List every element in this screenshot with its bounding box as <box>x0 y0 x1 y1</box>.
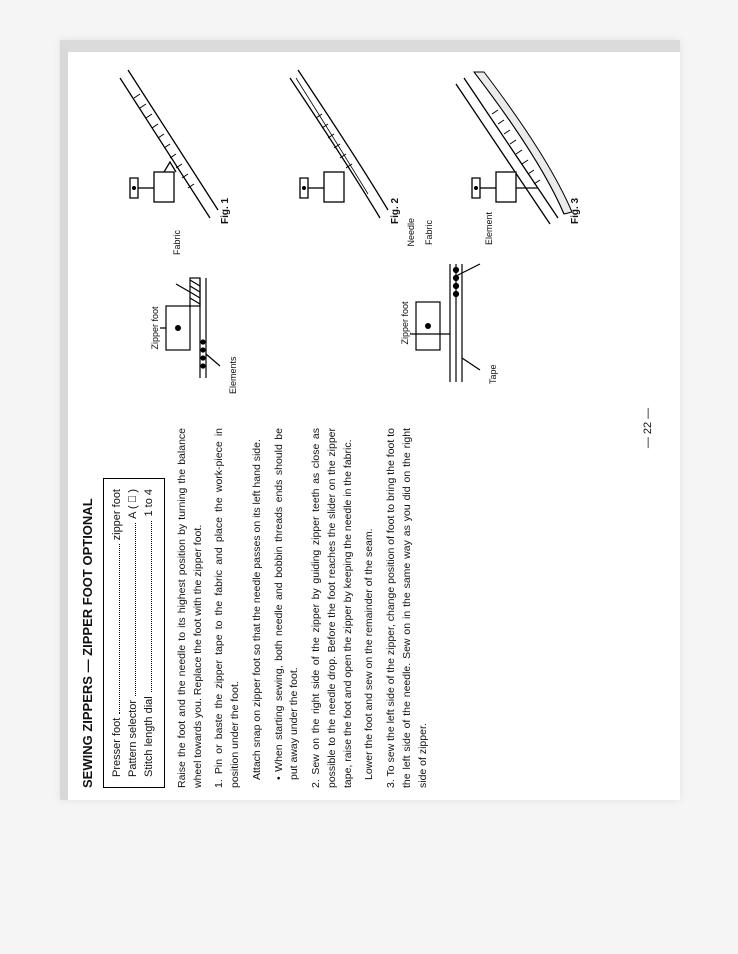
crosssection-2-svg <box>410 258 490 388</box>
figure-1: Fig. 1 <box>90 68 230 228</box>
crosssection-1-svg <box>160 268 230 388</box>
figure-3-label: Fig. 3 <box>570 198 581 224</box>
step-1a: 1. Pin or baste the zipper tape to the f… <box>212 428 244 788</box>
label-fabric: Fabric <box>172 230 182 255</box>
step-3: 3. To sew the left side of the zipper, c… <box>384 428 431 788</box>
label-elements: Elements <box>228 356 238 394</box>
instruction-text: Raise the foot and the needle to its hig… <box>175 428 432 788</box>
diagrams-column: Zipper foot <box>90 68 650 388</box>
dot-leader <box>110 544 120 713</box>
label-zipper-foot: Zipper foot <box>400 258 410 388</box>
settings-value: 1 to 4 <box>142 489 158 517</box>
label-zipper-foot: Zipper foot <box>150 268 160 388</box>
step-1b: Attach snap on zipper foot so that the n… <box>250 428 266 788</box>
dot-leader <box>142 521 152 693</box>
figure-1-svg <box>90 68 230 228</box>
label-needle: Needle <box>406 218 416 247</box>
step-2b: Lower the foot and sew on the remainder … <box>362 428 378 788</box>
figure-3-svg <box>430 68 580 228</box>
settings-row: Pattern selector A ( ⎕ ) <box>126 489 142 777</box>
settings-row: Presser foot zipper foot <box>110 489 126 777</box>
settings-label: Presser foot <box>110 718 126 777</box>
figure-3: Fig. 3 <box>430 68 580 228</box>
settings-label: Pattern selector <box>126 700 142 777</box>
page-number: — 22 — <box>642 408 654 448</box>
figure-1-label: Fig. 1 <box>220 198 231 224</box>
diagram-crosssection-2: Zipper foot <box>400 258 490 388</box>
intro-paragraph: Raise the foot and the needle to its hig… <box>175 428 207 788</box>
dot-leader <box>126 523 136 696</box>
figure-2-label: Fig. 2 <box>390 198 401 224</box>
figure-2: Fig. 2 <box>260 68 400 228</box>
scanned-page: SEWING ZIPPERS — ZIPPER FOOT OPTIONAL Pr… <box>60 40 680 800</box>
diagram-crosssection-1: Zipper foot <box>150 268 230 388</box>
note-bullet: • When starting sewing, both needle and … <box>272 428 304 788</box>
settings-value: A ( ⎕ ) <box>126 489 142 519</box>
figure-2-svg <box>260 68 400 228</box>
settings-value: zipper foot <box>110 489 126 540</box>
step-2a: 2. Sew on the right side of the zipper b… <box>309 428 356 788</box>
label-tape: Tape <box>488 364 498 384</box>
settings-row: Stitch length dial 1 to 4 <box>142 489 158 777</box>
manual-page-content: SEWING ZIPPERS — ZIPPER FOOT OPTIONAL Pr… <box>80 68 660 788</box>
settings-box: Presser foot zipper foot Pattern selecto… <box>103 478 165 788</box>
settings-label: Stitch length dial <box>142 696 158 777</box>
